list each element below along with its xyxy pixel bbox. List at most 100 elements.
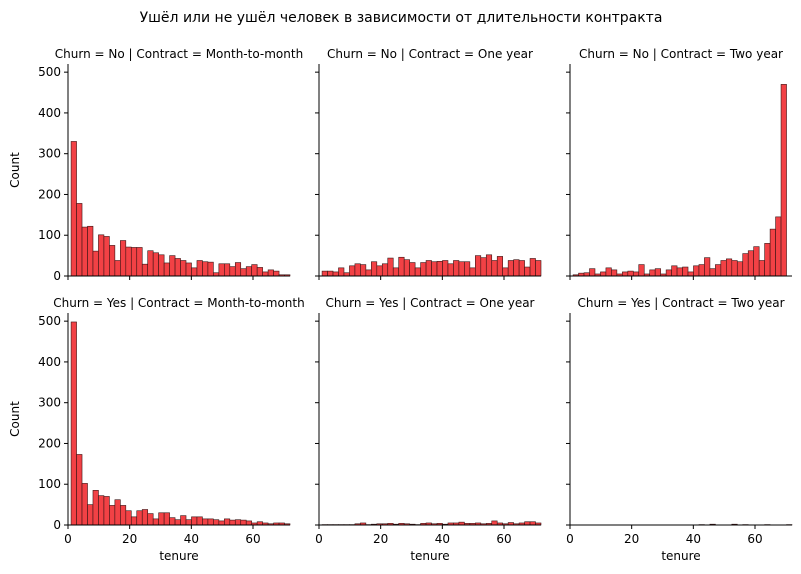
- x-axis-label: tenure: [159, 549, 198, 563]
- histogram-bar: [328, 271, 333, 276]
- histogram-bar: [153, 253, 158, 276]
- x-axis-label: tenure: [410, 549, 449, 563]
- histogram-bar: [175, 520, 180, 525]
- x-tick-label: 20: [624, 532, 639, 546]
- histogram-bar: [208, 262, 213, 276]
- histogram-bar: [164, 513, 169, 525]
- histogram-bar: [219, 264, 224, 276]
- histogram-bar: [186, 263, 191, 276]
- histogram-bar: [743, 254, 748, 276]
- histogram-bar: [399, 257, 404, 276]
- histogram-bar: [650, 270, 655, 276]
- histogram-bar: [421, 263, 426, 276]
- histogram-bar: [202, 262, 207, 276]
- y-tick-label: 0: [53, 269, 61, 283]
- histogram-bar: [219, 521, 224, 525]
- histogram-bar: [377, 266, 382, 276]
- histogram-bar: [748, 251, 753, 276]
- histogram-bar: [415, 268, 420, 276]
- histogram-bar: [137, 511, 142, 525]
- histogram-bar: [732, 261, 737, 276]
- histogram-bar: [693, 266, 698, 276]
- y-tick-label: 500: [38, 65, 61, 79]
- histogram-bar: [666, 270, 671, 276]
- histogram-bar: [781, 84, 786, 276]
- histogram-bar: [131, 517, 136, 525]
- histogram-bar: [683, 267, 688, 276]
- histogram-bar: [475, 256, 480, 276]
- histogram-bar: [503, 268, 508, 276]
- histogram-bar: [104, 236, 109, 276]
- histogram-bar: [410, 263, 415, 276]
- histogram-bars: [322, 255, 541, 276]
- x-tick-label: 60: [496, 532, 511, 546]
- histogram-bar: [366, 270, 371, 276]
- histogram-bar: [126, 247, 131, 276]
- histogram-bars: [71, 141, 290, 276]
- histogram-bar: [120, 241, 125, 276]
- histogram-bar: [137, 247, 142, 276]
- panel-title: Churn = No | Contract = One year: [327, 47, 533, 61]
- histogram-bar: [197, 261, 202, 276]
- figure-title: Ушёл или не ушёл человек в зависимости о…: [140, 10, 663, 26]
- histogram-bar: [426, 261, 431, 276]
- histogram-bar: [590, 269, 595, 276]
- histogram-bar: [611, 270, 616, 276]
- histogram-bar: [600, 272, 605, 276]
- histogram-bar: [492, 261, 497, 276]
- histogram-bar: [131, 247, 136, 276]
- histogram-bar: [688, 272, 693, 276]
- histogram-bar: [224, 519, 229, 525]
- y-axis-label: Count: [8, 152, 22, 188]
- histogram-bar: [759, 261, 764, 276]
- histogram-bar: [148, 251, 153, 276]
- histogram-bar: [704, 258, 709, 276]
- y-tick-label: 200: [38, 436, 61, 450]
- histogram-bar: [639, 265, 644, 276]
- histogram-bar: [497, 256, 502, 276]
- histogram-bar: [486, 255, 491, 276]
- histogram-bar: [508, 261, 513, 276]
- histogram-bar: [246, 267, 251, 276]
- x-axis-label: tenure: [661, 549, 700, 563]
- histogram-bar: [197, 517, 202, 525]
- histogram-bar: [148, 514, 153, 525]
- panel-title: Churn = No | Contract = Two year: [579, 47, 783, 61]
- y-tick-label: 300: [38, 396, 61, 410]
- histogram-bar: [530, 258, 535, 276]
- panel-title: Churn = No | Contract = Month-to-month: [55, 47, 303, 61]
- histogram-bar: [726, 259, 731, 276]
- histogram-bar: [202, 519, 207, 525]
- histogram-bar: [109, 245, 114, 276]
- histogram-bar: [404, 260, 409, 276]
- histogram-bar: [71, 322, 76, 525]
- histogram-bar: [437, 261, 442, 276]
- histogram-bar: [153, 519, 158, 525]
- x-tick-label: 40: [686, 532, 701, 546]
- x-tick-label: 60: [747, 532, 762, 546]
- histogram-bar: [246, 521, 251, 525]
- histogram-bar: [82, 483, 87, 525]
- histogram-bar: [181, 516, 186, 525]
- histogram-bar: [164, 263, 169, 276]
- histogram-bar: [715, 265, 720, 276]
- histogram-bar: [339, 268, 344, 276]
- histogram-bar: [655, 269, 660, 276]
- histogram-bar: [120, 505, 125, 525]
- histogram-bar: [104, 496, 109, 525]
- histogram-bar: [98, 235, 103, 276]
- histogram-bar: [371, 262, 376, 276]
- histogram-bars: [573, 84, 786, 276]
- histogram-bar: [442, 261, 447, 276]
- histogram-bar: [170, 256, 175, 276]
- y-tick-label: 200: [38, 187, 61, 201]
- histogram-bar: [252, 265, 257, 276]
- histogram-bar: [93, 490, 98, 525]
- histogram-bar: [77, 203, 82, 276]
- facet-panel: Churn = No | Contract = One year: [315, 47, 541, 280]
- histogram-bar: [710, 269, 715, 276]
- histogram-bar: [382, 264, 387, 276]
- histogram-bar: [349, 266, 354, 276]
- histogram-bar: [115, 500, 120, 525]
- x-tick-label: 0: [64, 532, 72, 546]
